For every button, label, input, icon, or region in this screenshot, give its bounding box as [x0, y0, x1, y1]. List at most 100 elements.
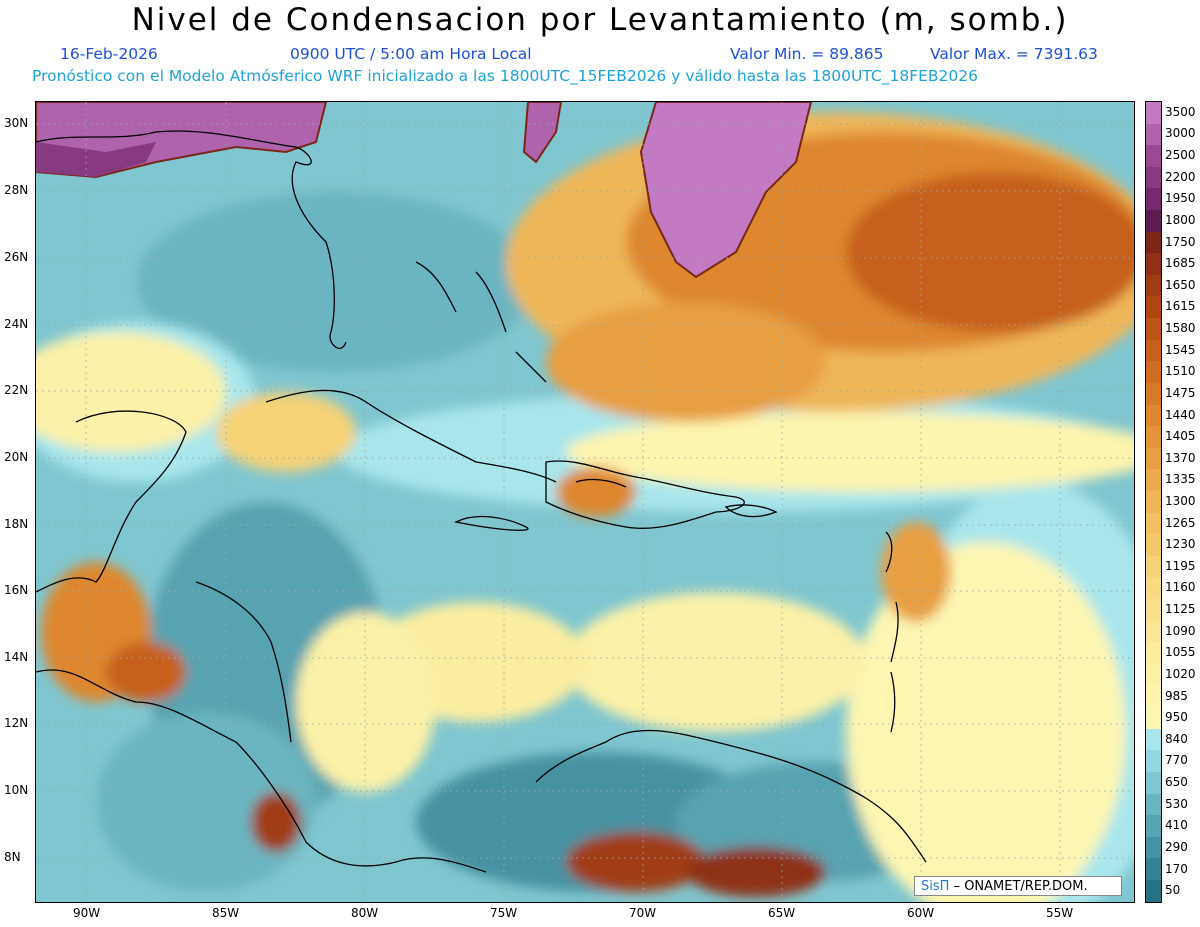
colorbar-swatch: [1146, 836, 1161, 859]
colorbar-swatch: [1146, 577, 1161, 600]
map-canvas: [36, 102, 1134, 902]
map-title: Nivel de Condensacion por Levantamiento …: [131, 2, 1069, 38]
colorbar-swatch: [1146, 858, 1161, 880]
lat-label: 16N: [4, 583, 29, 597]
lon-label: 55W: [1046, 906, 1074, 920]
colorbar-label: 650: [1165, 775, 1188, 790]
colorbar-label: 410: [1165, 818, 1188, 833]
colorbar-label: 3000: [1165, 126, 1196, 141]
time-label: 0900 UTC / 5:00 am Hora Local: [290, 45, 532, 63]
colorbar-swatch: [1146, 490, 1161, 513]
colorbar-swatch: [1146, 296, 1161, 319]
colorbar-swatch: [1146, 685, 1161, 708]
colorbar-swatch: [1146, 771, 1161, 794]
colorbar-swatch: [1146, 188, 1161, 211]
colorbar-label: 530: [1165, 796, 1188, 811]
colorbar-swatch: [1146, 166, 1161, 189]
lat-label: 8N: [4, 850, 21, 864]
colorbar-swatch: [1146, 145, 1161, 167]
colorbar-label: 1510: [1165, 364, 1196, 379]
colorbar-swatch: [1146, 815, 1161, 837]
colorbar-swatch: [1146, 879, 1161, 902]
colorbar-label: 1405: [1165, 429, 1196, 444]
colorbar-label: 1615: [1165, 299, 1196, 314]
colorbar-swatch: [1146, 123, 1161, 146]
colorbar-swatch: [1146, 555, 1161, 578]
date-label: 16-Feb-2026: [60, 45, 158, 63]
forecast-info-line: Pronóstico con el Modelo Atmósferico WRF…: [32, 67, 978, 85]
colorbar-swatch: [1146, 534, 1161, 556]
colorbar-label: 1650: [1165, 277, 1196, 292]
lon-label: 65W: [768, 906, 796, 920]
colorbar-swatch: [1146, 750, 1161, 772]
colorbar-swatch: [1146, 382, 1161, 405]
lat-label: 30N: [4, 116, 29, 130]
colorbar-label: 3500: [1165, 104, 1196, 119]
credit-box: SisΠ – ONAMET/REP.DOM.: [914, 876, 1122, 896]
colorbar-label: 1685: [1165, 256, 1196, 271]
purple-region-atlantic: [639, 102, 813, 279]
lat-label: 22N: [4, 383, 29, 397]
colorbar-swatch: [1146, 599, 1161, 621]
lcl-map: [35, 101, 1135, 903]
colorbar-swatch: [1146, 361, 1161, 383]
purple-region-bahamas: [522, 102, 563, 164]
grid-lines: [36, 102, 1134, 902]
lon-label: 80W: [351, 906, 379, 920]
lat-label: 28N: [4, 183, 29, 197]
colorbar-label: 1230: [1165, 537, 1196, 552]
credit-brand: SisΠ: [921, 879, 950, 894]
lat-label: 18N: [4, 517, 29, 531]
colorbar-swatch: [1146, 663, 1161, 686]
colorbar-label: 1475: [1165, 385, 1196, 400]
colorbar-label: 1370: [1165, 450, 1196, 465]
colorbar-swatch: [1146, 728, 1161, 751]
colorbar-label: 1580: [1165, 321, 1196, 336]
colorbar-label: 1125: [1165, 602, 1196, 617]
credit-org: – ONAMET/REP.DOM.: [953, 879, 1088, 894]
colorbar-swatch: [1146, 274, 1161, 297]
lat-label: 14N: [4, 650, 29, 664]
colorbar-swatch: [1146, 253, 1161, 275]
colorbar-label: 1090: [1165, 623, 1196, 638]
colorbar-label: 1160: [1165, 580, 1196, 595]
colorbar-swatch: [1146, 210, 1161, 232]
lon-label: 90W: [73, 906, 101, 920]
colorbar-swatch: [1146, 339, 1161, 362]
colorbar-swatch: [1146, 512, 1161, 535]
lat-label: 12N: [4, 716, 29, 730]
lat-label: 24N: [4, 317, 29, 331]
colorbar-swatch: [1146, 102, 1161, 124]
colorbar-label: 290: [1165, 839, 1188, 854]
colorbar-swatch: [1146, 426, 1161, 448]
colorbar-label: 1195: [1165, 558, 1196, 573]
coastlines: [36, 130, 927, 873]
colorbar-label: 1750: [1165, 234, 1196, 249]
colorbar-label: 1800: [1165, 212, 1196, 227]
lon-label: 60W: [907, 906, 935, 920]
lon-label: 75W: [490, 906, 518, 920]
lon-label: 85W: [212, 906, 240, 920]
colorbar-label: 840: [1165, 731, 1188, 746]
colorbar-label: 1020: [1165, 666, 1196, 681]
purple-core-gulf: [36, 142, 156, 177]
colorbar-label: 770: [1165, 753, 1188, 768]
colorbar-label: 2500: [1165, 148, 1196, 163]
colorbar-label: 170: [1165, 861, 1188, 876]
colorbar-swatch: [1146, 793, 1161, 816]
colorbar-swatch: [1146, 642, 1161, 664]
colorbar-label: 1545: [1165, 342, 1196, 357]
lat-label: 26N: [4, 250, 29, 264]
colorbar-label: 950: [1165, 710, 1188, 725]
colorbar-label: 1335: [1165, 472, 1196, 487]
value-min-label: Valor Min. = 89.865: [730, 45, 884, 63]
colorbar: [1145, 101, 1162, 903]
colorbar-label: 1265: [1165, 515, 1196, 530]
colorbar-swatch: [1146, 447, 1161, 470]
lat-label: 20N: [4, 450, 29, 464]
colorbar-swatch: [1146, 707, 1161, 729]
colorbar-label: 1055: [1165, 645, 1196, 660]
value-max-label: Valor Max. = 7391.63: [930, 45, 1098, 63]
colorbar-label: 2200: [1165, 169, 1196, 184]
colorbar-swatch: [1146, 620, 1161, 643]
